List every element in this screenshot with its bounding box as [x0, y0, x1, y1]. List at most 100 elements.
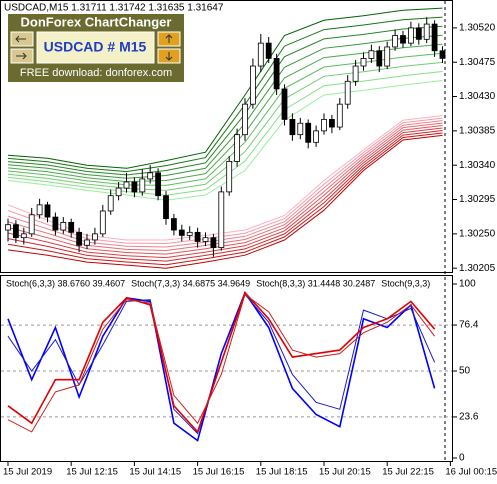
candle-body [273, 58, 280, 90]
changer-panel: DonForex ChartChanger USDCAD # M15 FREE … [8, 14, 184, 82]
candle-body [12, 224, 19, 239]
price-title: USDCAD,M15 1.31711 1.31742 1.31635 1.316… [4, 3, 224, 14]
candle-body [249, 65, 256, 105]
candle-body [234, 134, 241, 162]
x-tick-label: 15 Jul 18:15 [256, 467, 308, 478]
band-line [7, 52, 443, 186]
stoch-frame [0, 275, 453, 462]
y-tick-label: 1.30520 [459, 23, 496, 34]
candle-body [147, 172, 154, 180]
candle-body [400, 35, 406, 44]
candle-body [226, 160, 233, 193]
candle-body [344, 80, 351, 105]
candle-body [297, 122, 304, 136]
candle-body [360, 58, 367, 67]
y-tick-label: 1.30475 [459, 57, 496, 68]
candle-body [328, 119, 335, 128]
arrow-down [165, 52, 173, 61]
band-line [7, 16, 443, 173]
candle-body [131, 181, 138, 193]
x-tick-label: 15 Jul 12:15 [66, 467, 118, 478]
candle-body [36, 204, 43, 216]
x-tick-label: 15 Jul 14:15 [129, 467, 181, 478]
candle-body [194, 231, 201, 242]
symbol-box[interactable] [36, 31, 155, 64]
band-inner [7, 80, 443, 201]
x-tick-label: 16 Jul 00:15 [445, 467, 497, 478]
candle-body [163, 195, 169, 219]
candle-body [178, 229, 185, 236]
panel-title: DonForex ChartChanger [21, 14, 172, 29]
candle-body [210, 237, 217, 248]
y-tick-label: 50 [459, 366, 471, 377]
legend-entry: Stoch(6,3,3) 38.6760 39.4607 [6, 278, 125, 288]
y-tick-label: 1.30340 [459, 160, 496, 171]
candle-body [84, 239, 90, 246]
candle-body [218, 191, 225, 248]
candle-body [115, 187, 122, 197]
candle-body [321, 119, 327, 132]
x-tick-label: 15 Jul 20:15 [319, 467, 371, 478]
candle-body [384, 46, 391, 67]
candle-body [289, 119, 296, 136]
candle-body [313, 130, 320, 143]
candle-body [265, 42, 272, 59]
candle-body [28, 214, 35, 235]
candle-body [99, 210, 106, 235]
stoch-line [7, 293, 435, 433]
band-line [7, 61, 443, 191]
y-tick-label: 1.30250 [459, 228, 496, 239]
candle-body [20, 233, 27, 239]
candle-body [170, 218, 177, 231]
candle-body [423, 23, 430, 40]
band-line [7, 130, 443, 262]
candle-body [76, 231, 82, 246]
candle-body [202, 237, 209, 242]
y-tick-label: 1.30205 [459, 263, 496, 274]
band-line [7, 25, 443, 176]
band-outer [7, 7, 443, 169]
band-line [7, 34, 443, 179]
y-tick-label: 1.30295 [459, 194, 496, 205]
band-line [7, 127, 443, 259]
candle-body [107, 195, 114, 212]
arrow-up [165, 34, 173, 43]
candle-body [392, 35, 399, 48]
legend-entry: Stoch(9,3,3) [381, 278, 430, 288]
legend-entry: Stoch(8,3,3) 31.4448 30.2487 [256, 278, 375, 288]
candle-body [368, 50, 375, 59]
candle-body [123, 181, 130, 189]
x-tick-label: 15 Jul 16:15 [193, 467, 245, 478]
candle-body [155, 172, 162, 197]
stoch-line [7, 290, 436, 442]
arrow-left [15, 35, 26, 43]
stoch-line [7, 291, 436, 434]
candle-body [336, 103, 343, 128]
y-tick-label: 0 [459, 453, 465, 464]
symbol-text: USDCAD # M15 [44, 39, 147, 55]
candle-body [305, 122, 312, 143]
candle-body [431, 23, 438, 52]
y-tick-label: 1.30385 [459, 126, 496, 137]
y-tick-label: 100 [459, 279, 476, 290]
y-tick-label: 1.30430 [459, 91, 496, 102]
legend-entry: Stoch(7,3,3) 34.6875 34.9649 [131, 278, 250, 288]
candle-body [92, 233, 98, 241]
y-tick-label: 76.4 [459, 320, 479, 331]
candle-body [407, 27, 414, 44]
candle-body [68, 222, 75, 233]
band-outer [7, 134, 443, 269]
x-tick-label: 15 Jul 22:15 [382, 467, 434, 478]
panel-footer: FREE download: donforex.com [20, 67, 172, 79]
candle-body [242, 103, 248, 136]
candle-body [376, 50, 383, 67]
band-line [7, 71, 443, 196]
candle-body [257, 42, 264, 67]
y-tick-label: 23.6 [459, 412, 479, 423]
x-tick-label: 15 Jul 2019 [3, 467, 52, 478]
candle-body [60, 222, 67, 231]
candle-body [352, 65, 359, 82]
band-line [7, 132, 443, 266]
candle-body [5, 224, 11, 231]
